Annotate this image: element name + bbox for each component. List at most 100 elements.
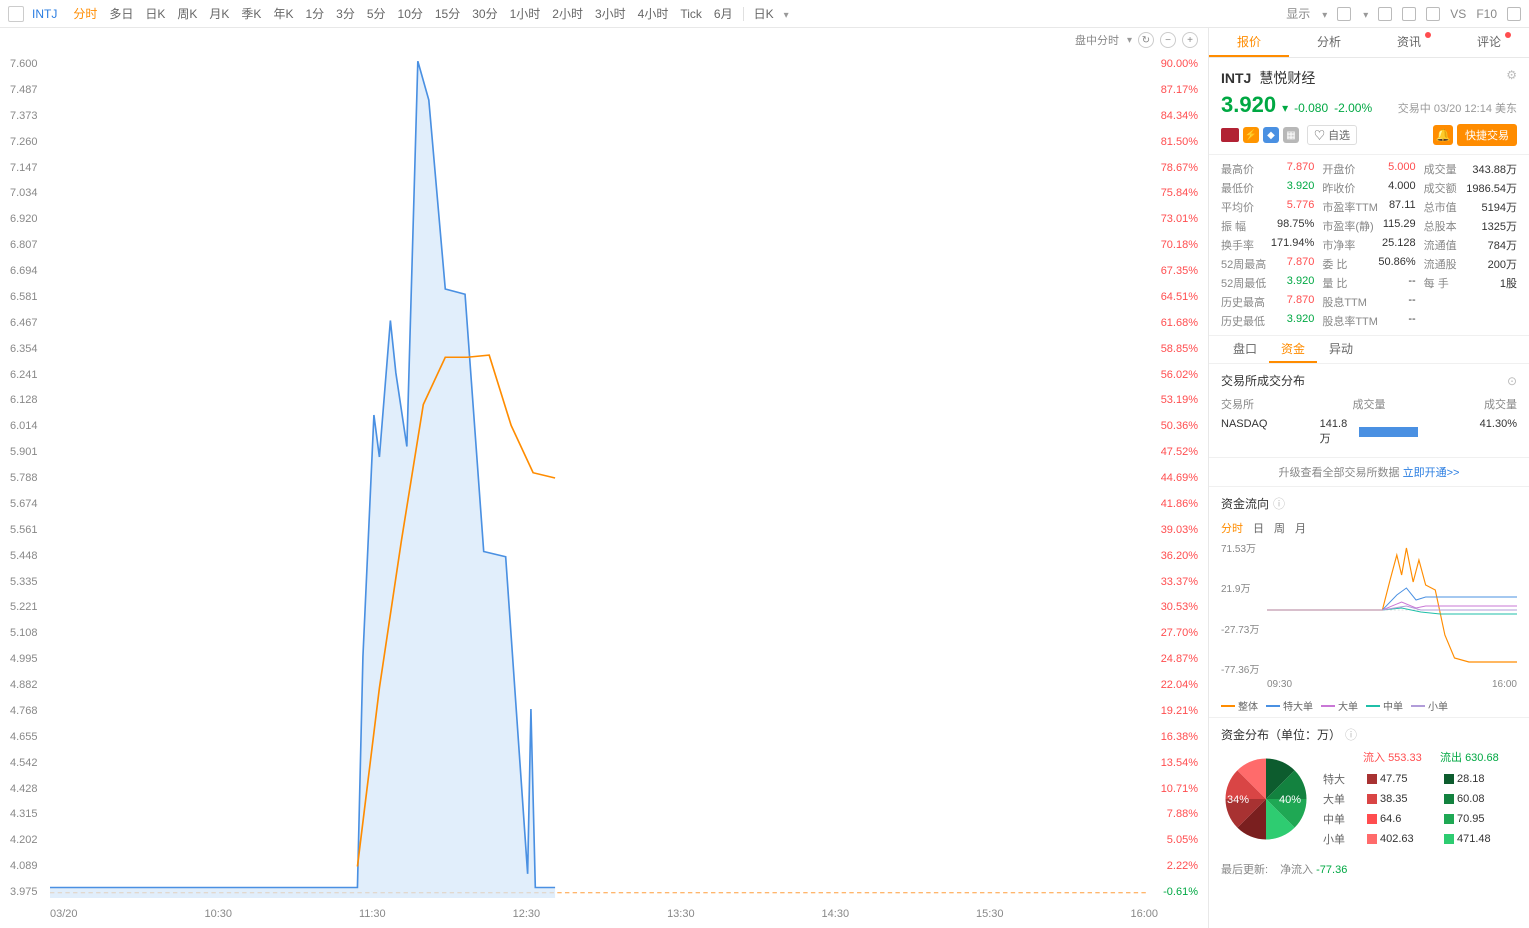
timeframe-3小时[interactable]: 3小时 — [589, 3, 632, 24]
camera-icon[interactable] — [1378, 7, 1392, 21]
more-icon[interactable] — [1507, 7, 1521, 21]
y-tick: 58.85% — [1161, 343, 1198, 355]
layout-icon[interactable] — [8, 6, 24, 22]
timeframe-2小时[interactable]: 2小时 — [546, 3, 589, 24]
stat-item: 52周最高7.870 — [1221, 256, 1314, 272]
stock-symbol: INTJ — [1221, 70, 1251, 86]
pie-in-label: 34% — [1227, 794, 1249, 806]
favorite-button[interactable]: ♡ 自选 — [1307, 125, 1357, 145]
side-tab-1[interactable]: 分析 — [1289, 28, 1369, 57]
display-label[interactable]: 显示 — [1286, 5, 1310, 22]
timeframe-周K[interactable]: 周K — [171, 3, 203, 24]
side-tab-0[interactable]: 报价 — [1209, 28, 1289, 57]
y-tick: -77.36万 — [1221, 661, 1259, 676]
timeframe-15分[interactable]: 15分 — [429, 3, 466, 24]
compare-label[interactable]: VS — [1450, 7, 1466, 21]
badge-icon[interactable]: ◆ — [1263, 127, 1279, 143]
x-tick: 03/20 — [50, 908, 78, 920]
chart-area: 盘中分时 ↻ − + 7.6007.4877.3737.2607.1477.03… — [0, 28, 1209, 928]
pct-cell: 41.30% — [1418, 418, 1517, 446]
timeframe-Tick[interactable]: Tick — [674, 5, 708, 23]
timeframe-30分[interactable]: 30分 — [466, 3, 503, 24]
y-tick: 4.768 — [10, 705, 38, 717]
down-arrow-icon: ▾ — [1282, 101, 1288, 115]
grid-icon[interactable] — [1337, 7, 1351, 21]
badge-icon[interactable]: ⚡ — [1243, 127, 1259, 143]
flow-tab-2[interactable]: 周 — [1274, 520, 1285, 536]
side-tab-3[interactable]: 评论 — [1449, 28, 1529, 57]
timeframe-5分[interactable]: 5分 — [361, 3, 392, 24]
sub-tab-0[interactable]: 盘口 — [1221, 336, 1269, 363]
alert-button[interactable]: 🔔 — [1433, 125, 1453, 145]
timeframe-年K[interactable]: 年K — [267, 3, 299, 24]
y-tick: 6.807 — [10, 239, 38, 251]
info-icon[interactable]: ⓘ — [1345, 726, 1357, 743]
chevron-down-icon[interactable] — [1125, 34, 1132, 46]
y-tick: 6.014 — [10, 420, 38, 432]
chart-mode-label[interactable]: 盘中分时 — [1075, 32, 1119, 48]
y-tick: 56.02% — [1161, 369, 1198, 381]
settings-icon[interactable] — [1402, 7, 1416, 21]
ticker-symbol[interactable]: INTJ — [32, 7, 57, 21]
minus-icon[interactable]: − — [1160, 32, 1176, 48]
timeframe-3分[interactable]: 3分 — [330, 3, 361, 24]
trade-status: 交易中 03/20 12:14 美东 — [1398, 100, 1517, 116]
info-icon[interactable]: ⓘ — [1273, 495, 1285, 512]
chevron-down-icon[interactable] — [782, 7, 789, 21]
timeframe-trailing[interactable]: 日K — [748, 3, 780, 24]
y-tick: 6.581 — [10, 291, 38, 303]
timeframe-分时[interactable]: 分时 — [67, 3, 103, 24]
dist-row: 大单38.3560.08 — [1323, 789, 1517, 809]
timeframe-月K[interactable]: 月K — [203, 3, 235, 24]
y-tick: 7.034 — [10, 187, 38, 199]
refresh-icon[interactable]: ↻ — [1138, 32, 1154, 48]
fund-flow-chart[interactable]: 71.53万21.9万-27.73万-77.36万 09:3016:00 — [1221, 540, 1517, 690]
upgrade-hint: 升级查看全部交易所数据 立即开通>> — [1209, 458, 1529, 487]
badge-icon[interactable]: ▦ — [1283, 127, 1299, 143]
timeframe-多日[interactable]: 多日 — [103, 3, 139, 24]
stat-item: 平均价5.776 — [1221, 199, 1314, 215]
legend-item: 特大单 — [1266, 698, 1313, 713]
timeframe-6月[interactable]: 6月 — [708, 3, 739, 24]
timeframe-1分[interactable]: 1分 — [299, 3, 330, 24]
timeframe-日K[interactable]: 日K — [139, 3, 171, 24]
y-tick: 7.260 — [10, 136, 38, 148]
y-tick: 71.53万 — [1221, 540, 1259, 555]
col-header: 成交量 — [1418, 396, 1517, 412]
chart-plot[interactable] — [50, 58, 1148, 898]
y-tick: 10.71% — [1161, 783, 1198, 795]
x-tick: 11:30 — [359, 908, 386, 920]
stat-item: 历史最高7.870 — [1221, 294, 1314, 310]
stat-item: 每 手1股 — [1424, 275, 1517, 291]
y-tick: 24.87% — [1161, 653, 1198, 665]
y-tick: 6.128 — [10, 394, 38, 406]
f10-label[interactable]: F10 — [1476, 7, 1497, 21]
more-icon[interactable]: ⊙ — [1507, 374, 1517, 388]
quick-trade-button[interactable]: 快捷交易 — [1457, 124, 1517, 146]
flow-tab-1[interactable]: 日 — [1253, 520, 1264, 536]
x-tick: 12:30 — [513, 908, 541, 920]
gear-icon[interactable]: ⚙ — [1506, 68, 1517, 82]
side-tab-2[interactable]: 资讯 — [1369, 28, 1449, 57]
col-header: 成交量 — [1320, 396, 1419, 412]
stat-item: 股息率TTM-- — [1322, 313, 1415, 329]
price-chart-svg — [50, 58, 1148, 898]
chevron-down-icon[interactable] — [1361, 7, 1368, 21]
upgrade-link[interactable]: 立即开通>> — [1403, 467, 1460, 479]
chevron-down-icon[interactable] — [1320, 7, 1327, 21]
fullscreen-icon[interactable] — [1426, 7, 1440, 21]
y-tick: 4.315 — [10, 808, 38, 820]
sub-tab-2[interactable]: 异动 — [1317, 336, 1365, 363]
timeframe-10分[interactable]: 10分 — [392, 3, 429, 24]
stat-item: 总股本1325万 — [1424, 218, 1517, 234]
y-tick: 4.882 — [10, 679, 38, 691]
stat-item: 成交量343.88万 — [1424, 161, 1517, 177]
timeframe-季K[interactable]: 季K — [235, 3, 267, 24]
plus-icon[interactable]: + — [1182, 32, 1198, 48]
timeframe-1小时[interactable]: 1小时 — [504, 3, 547, 24]
flow-tab-3[interactable]: 月 — [1295, 520, 1306, 536]
sub-tab-1[interactable]: 资金 — [1269, 336, 1317, 363]
timeframe-4小时[interactable]: 4小时 — [632, 3, 675, 24]
section-title: 资金流向 — [1221, 495, 1269, 512]
flow-tab-0[interactable]: 分时 — [1221, 520, 1243, 536]
